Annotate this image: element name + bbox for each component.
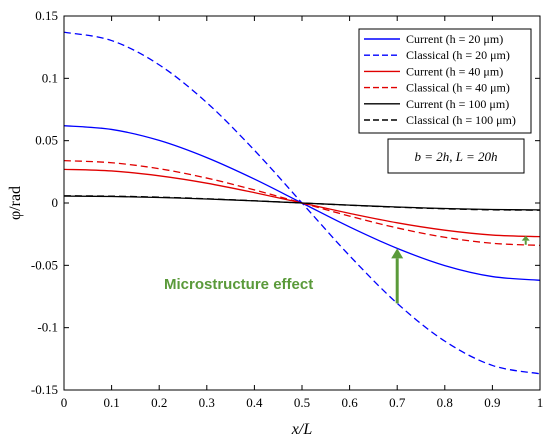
- legend-item: Classical (h = 40 μm): [364, 81, 510, 95]
- y-tick-label: 0.1: [42, 70, 58, 85]
- axis-ticks: 0 0.1 0.2 0.3 0.4 0.5 0.6 0.7 0.8 0.9 1 0.15 0.1 0.05…: [31, 8, 543, 410]
- y-tick-label: 0: [52, 195, 59, 210]
- y-axis-label: φ/rad: [7, 186, 24, 220]
- series-layer: [64, 31, 540, 375]
- x-tick-label: 0.5: [294, 395, 310, 410]
- x-tick-label: 0.4: [246, 395, 263, 410]
- parameter-box: b = 2h, L = 20h: [387, 138, 525, 174]
- x-tick-label: 1: [537, 395, 544, 410]
- x-tick-label: 0: [61, 395, 68, 410]
- x-tick-label: 0.6: [341, 395, 358, 410]
- y-tick-label: -0.05: [31, 257, 58, 272]
- y-tick-label: -0.1: [37, 320, 58, 335]
- annotation-arrow-2: [521, 235, 530, 245]
- x-tick-label: 0.2: [151, 395, 167, 410]
- parameter-text: b = 2h, L = 20h: [414, 149, 497, 164]
- x-tick-label: 0.3: [199, 395, 215, 410]
- x-tick-label: 0.1: [103, 395, 119, 410]
- legend-label: Current (h = 20 μm): [406, 32, 503, 46]
- legend-label: Current (h = 40 μm): [406, 64, 503, 78]
- series-line-5: [64, 195, 540, 211]
- annotation-arrows: [391, 235, 530, 304]
- x-tick-label: 0.7: [389, 395, 406, 410]
- legend-label: Current (h = 100 μm): [406, 97, 509, 111]
- y-tick-label: 0.05: [35, 133, 58, 148]
- legend-item: Classical (h = 100 μm): [364, 113, 516, 127]
- legend-label: Classical (h = 40 μm): [406, 81, 510, 95]
- annotation-arrow-1: [391, 248, 404, 304]
- legend: Current (h = 20 μm) Classical (h = 20 μm)…: [358, 28, 532, 134]
- legend-box: [358, 28, 532, 134]
- y-tick-label: 0.15: [35, 8, 58, 23]
- legend-label: Classical (h = 100 μm): [406, 113, 516, 127]
- legend-label: Classical (h = 20 μm): [406, 48, 510, 62]
- legend-item: Classical (h = 20 μm): [364, 48, 510, 62]
- annotation-text: Microstructure effect: [164, 276, 313, 293]
- plot-frame: [63, 15, 541, 391]
- x-tick-label: 0.8: [437, 395, 453, 410]
- legend-item: Current (h = 100 μm): [364, 97, 509, 111]
- x-axis-label: x/L: [291, 421, 313, 438]
- series-line-6: [64, 195, 540, 211]
- y-tick-label: -0.15: [31, 382, 58, 397]
- x-tick-label: 0.9: [484, 395, 500, 410]
- legend-item: Current (h = 20 μm): [364, 32, 503, 46]
- legend-item: Current (h = 40 μm): [364, 64, 503, 78]
